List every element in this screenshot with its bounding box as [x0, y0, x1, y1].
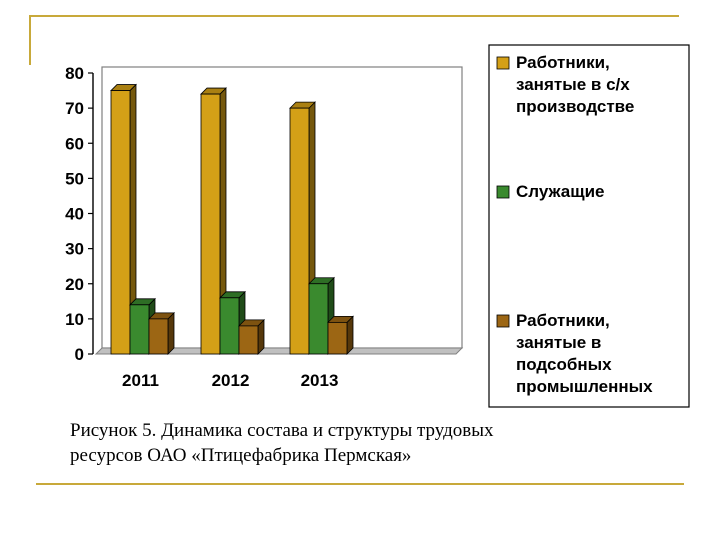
plot-back-wall	[101, 66, 463, 349]
decorative-bottom-line	[36, 483, 684, 485]
decorative-vertical-line	[29, 15, 31, 65]
bar	[238, 318, 265, 355]
legend-label: промышленных	[516, 377, 653, 396]
legend-label: Служащие	[516, 182, 604, 201]
y-tick-label: 20	[65, 275, 84, 294]
y-tick-label: 0	[75, 345, 84, 364]
legend-swatch	[496, 185, 510, 199]
bar-front	[219, 297, 240, 355]
y-tick-label: 50	[65, 169, 84, 188]
legend-label: занятые в	[516, 333, 601, 352]
bar-side	[167, 311, 175, 355]
bar-front	[148, 318, 169, 355]
bar-chart: 0 10 20 30 40 50 60 70 80 2011 2012 2013 Работники…	[65, 44, 690, 408]
legend-label: занятые в с/х	[516, 75, 630, 94]
x-tick-label: 2013	[301, 371, 339, 390]
legend-swatch	[496, 56, 510, 70]
y-tick-label: 80	[65, 64, 84, 83]
decorative-top-line	[29, 15, 679, 17]
legend-item: Работники, занятые в с/х производстве	[496, 53, 634, 116]
legend-label: Работники,	[516, 53, 610, 72]
bar-front	[308, 283, 329, 355]
x-tick-label: 2011	[122, 371, 159, 390]
legend-box	[488, 44, 690, 408]
legend-label: подсобных	[516, 355, 612, 374]
bars-group	[110, 83, 354, 355]
bar-front	[327, 321, 348, 355]
legend-label: производстве	[516, 97, 634, 116]
bar-front	[238, 325, 259, 355]
caption-line-2: ресурсов ОАО «Птицефабрика Пермская»	[70, 445, 412, 466]
bar	[327, 315, 354, 355]
legend-label: Работники,	[516, 311, 610, 330]
figure-caption: Рисунок 5. Динамика состава и структуры …	[70, 418, 670, 468]
legend: Работники, занятые в с/х производстве Служа…	[488, 44, 690, 408]
plot-area	[94, 66, 464, 355]
y-tick-label: 40	[65, 205, 84, 224]
legend-item: Служащие	[496, 182, 604, 201]
x-tick-label: 2012	[212, 371, 250, 390]
legend-swatch	[496, 314, 510, 328]
y-tick-label: 70	[65, 99, 84, 118]
bar-front	[289, 107, 310, 355]
legend-item: Работники, занятые в подсобных промышленных	[496, 311, 653, 396]
y-axis: 0 10 20 30 40 50 60 70 80	[65, 64, 94, 364]
bar-front	[129, 304, 150, 355]
caption-line-1: Рисунок 5. Динамика состава и структуры …	[70, 420, 494, 441]
y-tick-label: 30	[65, 240, 84, 259]
bar	[110, 83, 137, 355]
y-tick-label: 60	[65, 134, 84, 153]
bar	[148, 311, 175, 355]
bar-front	[110, 90, 131, 355]
x-axis: 2011 2012 2013	[122, 371, 338, 390]
y-tick-label: 10	[65, 310, 84, 329]
bar-front	[200, 93, 221, 355]
